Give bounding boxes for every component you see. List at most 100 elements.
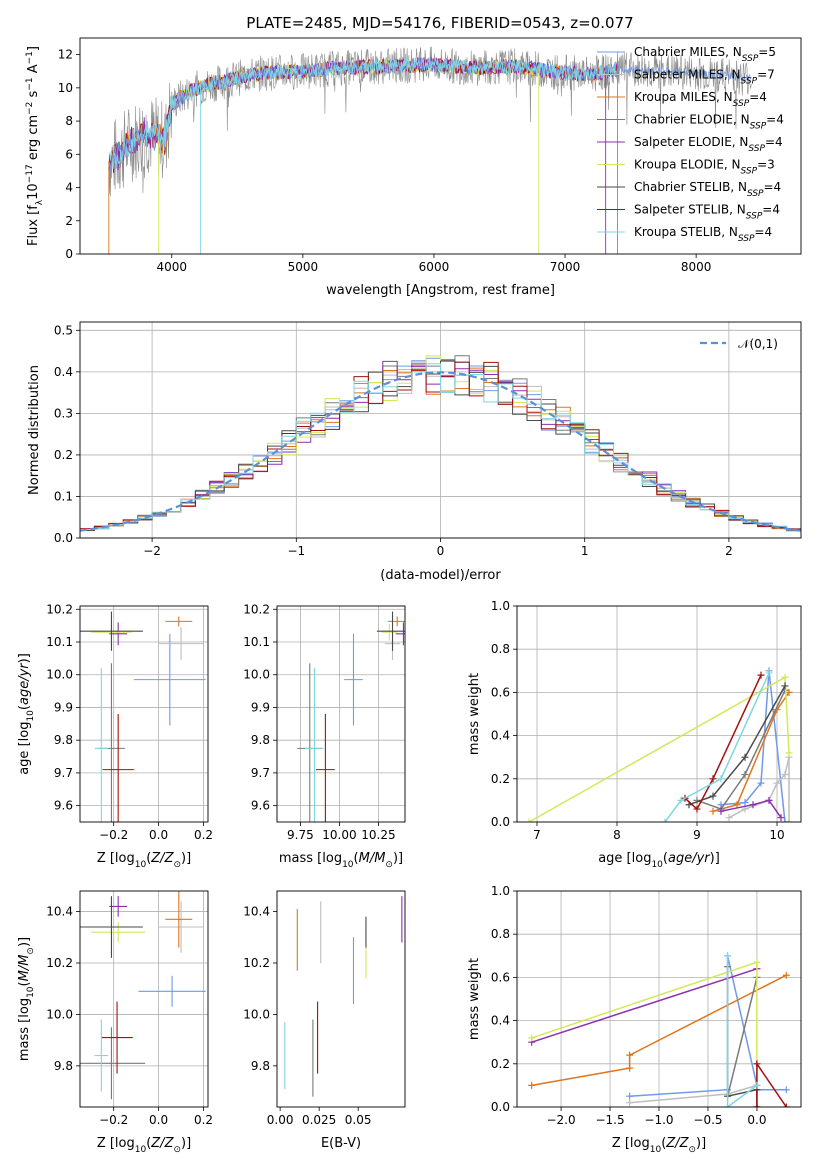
x-tick-label: 10 xyxy=(769,828,784,842)
x-tick-label: 0.0 xyxy=(747,1113,766,1127)
weight-series-line xyxy=(728,757,790,822)
panel-weight-vs-Z: −2.0 −1.5 −1.0 −0.5 0.0 0.0 0.2 0.4 0.6 0.8 1.0 Z [… xyxy=(467,884,802,1155)
x-tick-label: 8000 xyxy=(681,260,712,274)
y-tick-label: 0.4 xyxy=(491,1014,510,1028)
weight-point-marker xyxy=(757,671,765,679)
y-axis-label: Normed distribution xyxy=(27,365,42,495)
weight-point-marker xyxy=(528,1034,536,1042)
y-tick-label: 0.0 xyxy=(54,531,73,545)
y-tick-label: 10.4 xyxy=(46,905,73,919)
weight-point-marker xyxy=(733,801,741,809)
x-tick-label: 4000 xyxy=(156,260,187,274)
x-tick-label: 6000 xyxy=(419,260,450,274)
y-tick-label: 0.4 xyxy=(491,729,510,743)
legend-label: Chabrier ELODIE, NSSP=4 xyxy=(634,113,784,132)
y-axis-label: mass weight xyxy=(467,673,482,755)
y-tick-label: 0.8 xyxy=(491,642,510,656)
x-axis-label: Z [log10(Z/Z⊙)] xyxy=(97,851,191,870)
y-tick-label: 0.3 xyxy=(54,406,73,420)
x-tick-label: 0.0 xyxy=(149,1113,168,1127)
weight-point-marker xyxy=(626,1092,634,1100)
panel-residual-histogram: −2 −1 0 1 2 0.0 0.1 0.2 0.3 0.4 0.5 (data-model)/er… xyxy=(27,321,802,583)
weight-point-marker xyxy=(741,753,749,761)
panel-age-vs-Z: −0.2 0.0 0.2 9.6 9.7 9.8 9.9 10.0 10.1 10.2 Z [log… xyxy=(17,602,213,870)
weight-series-line xyxy=(664,672,770,822)
x-axis-label: age [log10(age/yr)] xyxy=(598,851,720,870)
panel-spectrum: 4000 5000 6000 7000 8000 0 2 4 6 8 10 12 wavelength … xyxy=(25,37,802,298)
axes-frame xyxy=(79,605,209,823)
weight-point-marker xyxy=(709,807,717,815)
y-tick-label: 10.4 xyxy=(243,905,270,919)
y-tick-label: 0.1 xyxy=(54,489,73,503)
x-tick-label: −0.2 xyxy=(99,828,128,842)
legend-label: Chabrier STELIB, NSSP=4 xyxy=(634,180,781,199)
x-tick-label: 7000 xyxy=(550,260,581,274)
y-tick-label: 4 xyxy=(65,181,73,195)
y-tick-label: 12 xyxy=(58,48,73,62)
weight-point-marker xyxy=(781,770,789,778)
x-tick-label: 0.05 xyxy=(345,1113,372,1127)
y-tick-label: 0 xyxy=(65,247,73,261)
x-tick-label: 1 xyxy=(581,544,589,558)
x-tick-label: −2.0 xyxy=(546,1113,575,1127)
y-tick-label: 0.2 xyxy=(491,1057,510,1071)
weight-point-marker xyxy=(717,807,725,815)
y-tick-label: 9.8 xyxy=(251,1059,270,1073)
x-tick-label: 9.75 xyxy=(287,828,314,842)
weight-series-line xyxy=(756,1061,787,1107)
weight-point-marker xyxy=(785,749,793,757)
x-axis-label: (data-model)/error xyxy=(380,568,501,583)
x-tick-label: −1.0 xyxy=(644,1113,673,1127)
legend-label: Chabrier MILES, NSSP=5 xyxy=(634,45,776,64)
x-axis-label: Z [log10(Z/Z⊙)] xyxy=(97,1136,191,1155)
spectrum-model-line xyxy=(617,65,752,83)
legend-label: Kroupa STELIB, NSSP=4 xyxy=(634,225,772,244)
weight-point-marker xyxy=(757,779,765,787)
weight-point-marker xyxy=(753,958,761,966)
weight-series-line xyxy=(712,691,790,812)
figure-title: PLATE=2485, MJD=54176, FIBERID=0543, z=0… xyxy=(246,14,633,32)
panel-mass-vs-Z: −0.2 0.0 0.2 9.8 10.0 10.2 10.4 Z [log10(Z/Z⊙)]… xyxy=(17,890,213,1155)
y-tick-label: 10.2 xyxy=(46,602,73,616)
weight-series-line xyxy=(531,961,758,1107)
y-tick-label: 10.0 xyxy=(46,668,73,682)
y-tick-label: 0.2 xyxy=(491,772,510,786)
weight-series-line xyxy=(531,974,787,1087)
x-tick-label: 0.025 xyxy=(302,1113,336,1127)
weight-series-line xyxy=(726,955,758,1107)
x-tick-label: 10.00 xyxy=(322,828,356,842)
x-axis-label: Z [log10(Z/Z⊙)] xyxy=(612,1136,706,1155)
y-tick-label: 1.0 xyxy=(491,884,510,898)
x-tick-label: 0.00 xyxy=(267,1113,294,1127)
panel-mass-vs-EBV: 0.00 0.025 0.05 9.8 10.0 10.2 10.4 E(B-V) xyxy=(243,890,406,1151)
x-tick-label: 5000 xyxy=(288,260,319,274)
weight-point-marker xyxy=(773,779,781,787)
x-tick-label: 10.25 xyxy=(361,828,395,842)
y-tick-label: 9.6 xyxy=(54,799,73,813)
y-tick-label: 0.4 xyxy=(54,365,73,379)
y-tick-label: 10.1 xyxy=(243,635,270,649)
panel-weight-vs-age: 7 8 9 10 0.0 0.2 0.4 0.6 0.8 1.0 age [log10(age/yr… xyxy=(467,599,802,870)
weight-point-marker xyxy=(741,799,749,807)
x-tick-label: 9 xyxy=(693,828,701,842)
axes-frame xyxy=(516,605,802,823)
weight-point-marker xyxy=(626,1051,634,1059)
weight-point-marker xyxy=(677,796,685,804)
y-tick-label: 0.2 xyxy=(54,448,73,462)
weight-point-marker xyxy=(724,952,732,960)
weight-point-marker xyxy=(782,971,790,979)
weight-point-marker xyxy=(753,1103,761,1107)
y-axis-label: Flux [fλ10−17 erg cm−2 s−1 A−1] xyxy=(25,46,45,246)
y-tick-label: 0.0 xyxy=(491,1100,510,1114)
y-tick-label: 10.2 xyxy=(243,602,270,616)
y-tick-label: 9.7 xyxy=(54,766,73,780)
y-tick-label: 0.6 xyxy=(491,970,510,984)
weight-point-marker xyxy=(785,818,793,822)
panel-age-vs-mass: 9.75 10.00 10.25 9.6 9.7 9.8 9.9 10.0 10.1 10.2 ma… xyxy=(243,602,406,870)
weight-point-marker xyxy=(717,775,725,783)
weight-series-line xyxy=(684,674,762,811)
axes-frame xyxy=(79,890,209,1108)
weight-point-marker xyxy=(749,801,757,809)
weight-point-marker xyxy=(709,792,717,800)
axes-frame xyxy=(276,890,406,1108)
